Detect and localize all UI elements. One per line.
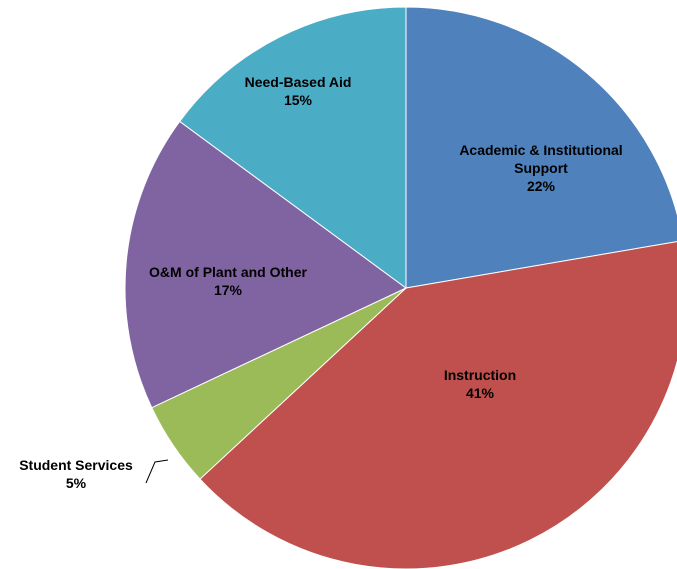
slice-label-oandm-of-plant-and-other: O&M of Plant and Other 17%: [149, 264, 307, 298]
slice-label-student-services: Student Services 5%: [19, 457, 133, 491]
slice-label-need-based-aid: Need-Based Aid 15%: [245, 74, 352, 108]
slice-name-label: O&M of Plant and Other: [149, 264, 307, 280]
slice-name-label: Need-Based Aid: [245, 74, 352, 90]
pie-slice-oandm-of-plant-and-other: [124, 120, 407, 409]
slice-label-academic-and-institutional-support: Academic & Institutional Support 22%: [459, 142, 622, 194]
slice-name-label: Academic & Institutional: [459, 142, 622, 158]
slice-name-label: Student Services: [19, 457, 133, 473]
slice-name-label: Instruction: [444, 367, 516, 383]
pie-slice-need-based-aid: [179, 6, 407, 289]
pie-slices: [124, 6, 677, 569]
slice-percent-label: 22%: [527, 178, 556, 194]
slice-name-label: Support: [514, 160, 568, 176]
slice-percent-label: 15%: [284, 92, 313, 108]
student-services-leader-line: [145, 459, 169, 484]
slice-label-instruction: Instruction 41%: [444, 367, 516, 401]
slice-percent-label: 17%: [214, 282, 243, 298]
slice-percent-label: 5%: [66, 475, 87, 491]
slice-percent-label: 41%: [466, 385, 495, 401]
pie-slice-instruction: [199, 241, 677, 569]
pie-labels: Academic & Institutional Support 22% Instru…: [19, 74, 622, 491]
pie-slice-academic-and-institutional-support: [405, 6, 677, 289]
